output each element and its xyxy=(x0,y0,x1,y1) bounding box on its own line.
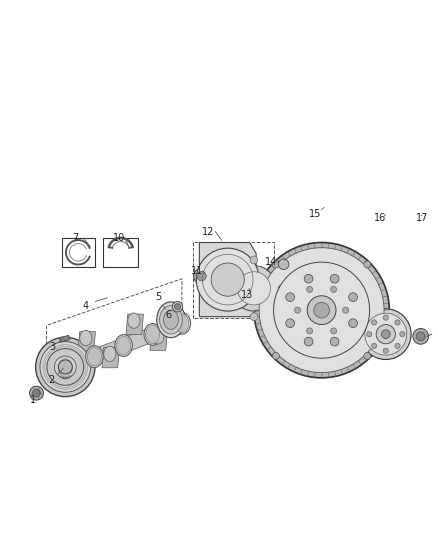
Text: 7: 7 xyxy=(72,233,78,243)
Circle shape xyxy=(400,332,405,337)
Circle shape xyxy=(395,320,400,325)
Polygon shape xyxy=(126,314,144,335)
Ellipse shape xyxy=(57,357,74,379)
Circle shape xyxy=(349,319,357,328)
Circle shape xyxy=(381,330,390,338)
Circle shape xyxy=(331,328,337,334)
Circle shape xyxy=(304,274,313,283)
Circle shape xyxy=(250,313,258,321)
Circle shape xyxy=(364,352,371,359)
Ellipse shape xyxy=(146,325,160,344)
Circle shape xyxy=(376,325,396,344)
Circle shape xyxy=(272,352,279,359)
Bar xyxy=(60,335,70,342)
Circle shape xyxy=(331,286,337,293)
Circle shape xyxy=(413,328,428,344)
Circle shape xyxy=(259,248,384,373)
Circle shape xyxy=(254,243,389,378)
Ellipse shape xyxy=(157,302,185,338)
Ellipse shape xyxy=(159,305,182,334)
Bar xyxy=(103,238,138,266)
Circle shape xyxy=(294,307,300,313)
Circle shape xyxy=(40,342,91,392)
Circle shape xyxy=(231,265,277,311)
Circle shape xyxy=(314,302,329,318)
Polygon shape xyxy=(78,332,95,352)
Circle shape xyxy=(211,263,244,296)
Ellipse shape xyxy=(104,346,116,361)
Ellipse shape xyxy=(175,314,189,333)
Circle shape xyxy=(307,328,313,334)
Circle shape xyxy=(349,293,357,302)
Ellipse shape xyxy=(80,330,92,346)
Ellipse shape xyxy=(115,335,132,357)
Bar xyxy=(62,238,95,266)
Ellipse shape xyxy=(117,336,131,354)
Polygon shape xyxy=(102,348,120,368)
Circle shape xyxy=(279,259,289,270)
Circle shape xyxy=(364,261,371,268)
Ellipse shape xyxy=(173,312,191,334)
Circle shape xyxy=(174,304,180,310)
Circle shape xyxy=(286,293,294,302)
Text: 6: 6 xyxy=(166,310,172,319)
Circle shape xyxy=(237,272,271,305)
Circle shape xyxy=(360,309,411,359)
Ellipse shape xyxy=(58,359,72,377)
Ellipse shape xyxy=(144,324,162,345)
Circle shape xyxy=(250,256,258,264)
Circle shape xyxy=(383,348,389,353)
Text: 2: 2 xyxy=(48,375,54,385)
Circle shape xyxy=(58,360,72,374)
Circle shape xyxy=(330,274,339,283)
Circle shape xyxy=(343,307,349,313)
Circle shape xyxy=(367,332,372,337)
Polygon shape xyxy=(65,316,182,376)
Circle shape xyxy=(395,343,400,349)
Circle shape xyxy=(194,268,209,284)
Text: 16: 16 xyxy=(374,214,387,223)
Text: 11: 11 xyxy=(191,266,203,276)
Circle shape xyxy=(417,332,425,341)
Ellipse shape xyxy=(128,313,140,328)
Circle shape xyxy=(35,337,95,397)
Text: 5: 5 xyxy=(155,292,161,302)
Ellipse shape xyxy=(152,329,164,344)
Circle shape xyxy=(33,389,40,397)
Circle shape xyxy=(304,337,313,346)
Circle shape xyxy=(29,386,43,400)
Text: 15: 15 xyxy=(309,209,321,219)
Circle shape xyxy=(307,296,336,325)
Circle shape xyxy=(196,248,259,311)
Circle shape xyxy=(383,315,389,320)
Circle shape xyxy=(330,337,339,346)
Circle shape xyxy=(222,285,230,292)
Circle shape xyxy=(54,356,76,378)
Ellipse shape xyxy=(88,348,102,366)
Text: 10: 10 xyxy=(113,233,125,243)
Circle shape xyxy=(47,349,84,385)
Text: 3: 3 xyxy=(49,342,55,352)
Circle shape xyxy=(365,313,407,355)
Text: 14: 14 xyxy=(265,257,278,267)
Text: 1: 1 xyxy=(30,394,36,405)
Circle shape xyxy=(286,319,294,328)
Ellipse shape xyxy=(86,346,103,368)
Circle shape xyxy=(279,285,286,292)
Polygon shape xyxy=(199,243,256,317)
Circle shape xyxy=(371,320,377,325)
Text: 4: 4 xyxy=(83,301,89,311)
Circle shape xyxy=(272,261,279,268)
Circle shape xyxy=(197,271,206,281)
Circle shape xyxy=(274,262,370,358)
Ellipse shape xyxy=(163,310,178,329)
Text: 12: 12 xyxy=(202,227,214,237)
Circle shape xyxy=(172,302,183,312)
Text: 13: 13 xyxy=(241,290,254,300)
Text: 17: 17 xyxy=(416,214,428,223)
Polygon shape xyxy=(150,330,167,350)
Circle shape xyxy=(307,286,313,293)
Circle shape xyxy=(371,343,377,349)
